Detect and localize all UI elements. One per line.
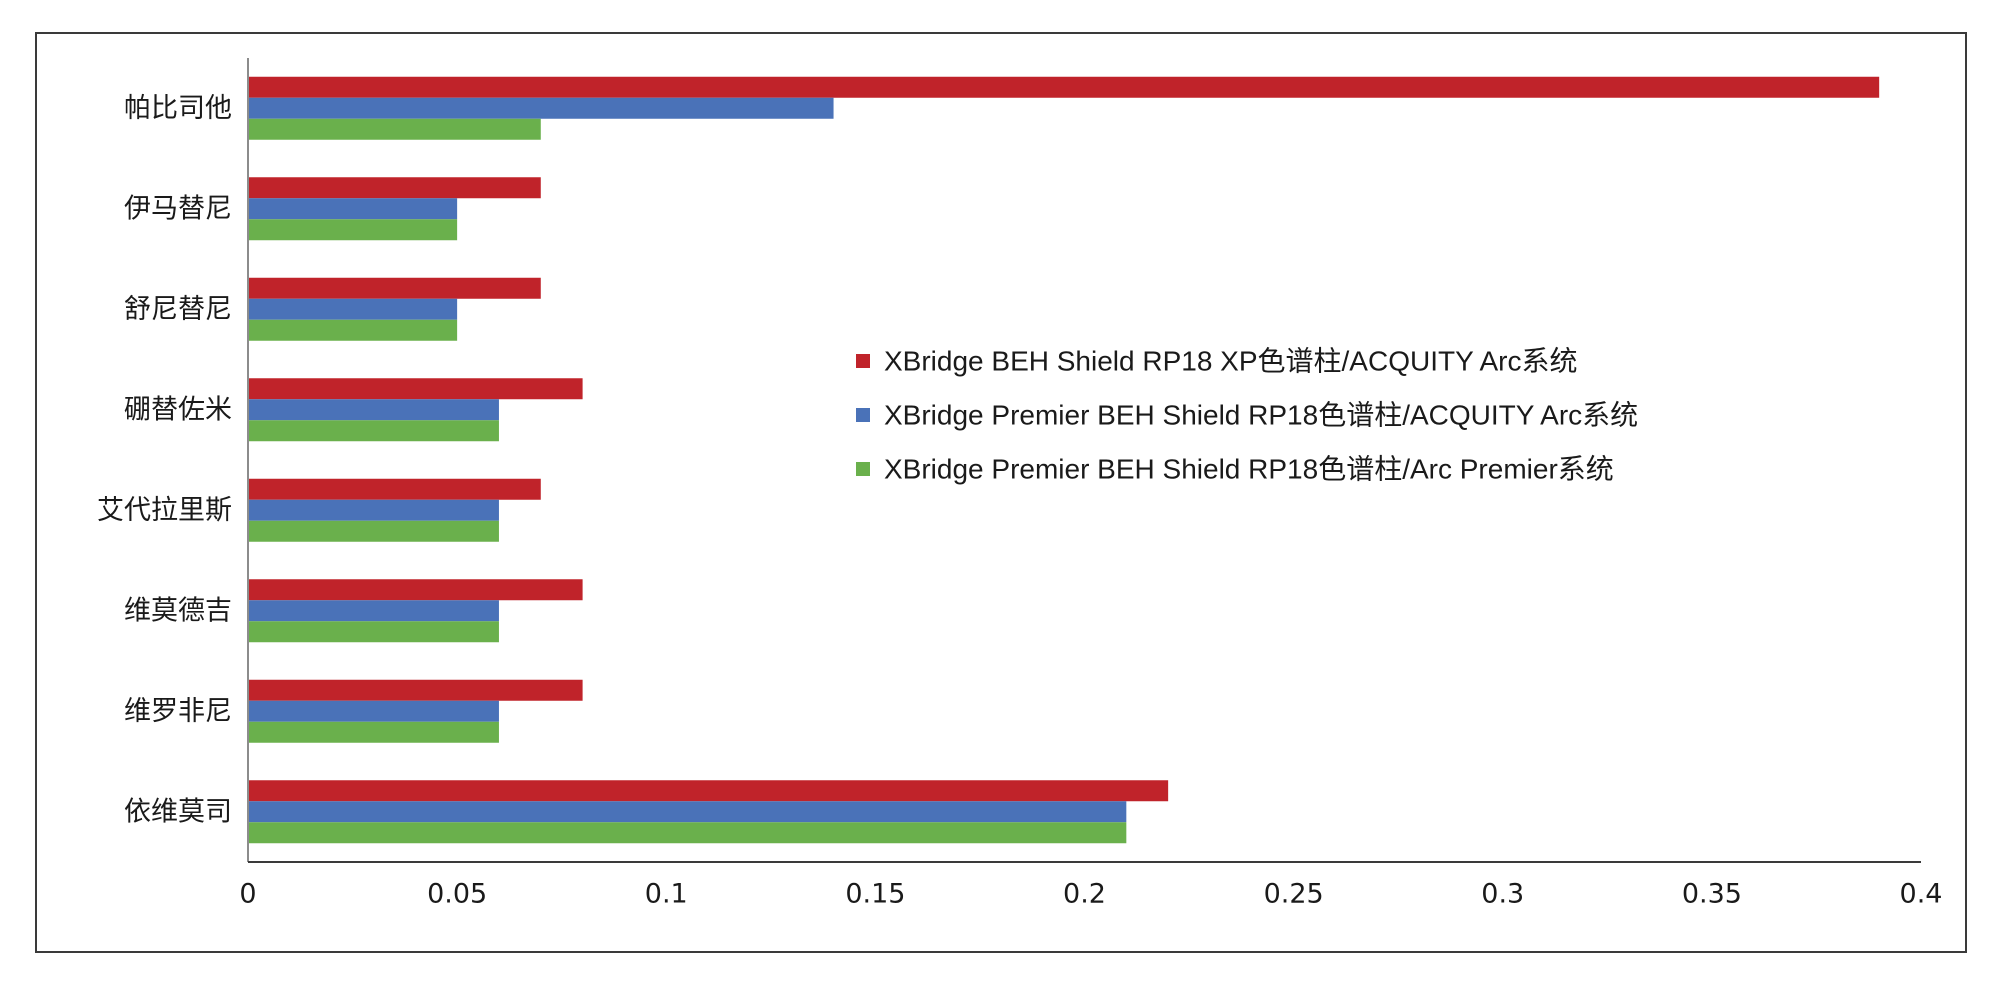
x-tick-label: 0.15 xyxy=(845,879,905,910)
bar-7-series-1 xyxy=(248,679,583,701)
x-tick-label: 0.35 xyxy=(1682,879,1742,910)
bar-6-series-3 xyxy=(248,621,499,643)
x-tick-label: 0 xyxy=(239,879,256,910)
category-label: 艾代拉里斯 xyxy=(97,495,232,526)
legend-swatch-3 xyxy=(856,462,870,476)
legend-label-2: XBridge Premier BEH Shield RP18色谱柱/ACQUI… xyxy=(884,400,1638,431)
bar-6-series-1 xyxy=(248,579,583,601)
legend-swatch-1 xyxy=(856,354,870,368)
bar-2-series-1 xyxy=(248,177,541,199)
bar-5-series-3 xyxy=(248,520,499,542)
bar-4-series-1 xyxy=(248,378,583,400)
category-label: 舒尼替尼 xyxy=(124,294,232,325)
category-label: 维莫德吉 xyxy=(124,595,232,626)
bar-1-series-3 xyxy=(248,118,541,140)
bar-1-series-1 xyxy=(248,76,1880,98)
x-tick-label: 0.05 xyxy=(427,879,487,910)
bar-2-series-3 xyxy=(248,219,458,241)
bar-8-series-3 xyxy=(248,822,1127,844)
x-tick-label: 0.25 xyxy=(1264,879,1324,910)
bar-4-series-2 xyxy=(248,399,499,421)
category-label: 维罗非尼 xyxy=(124,696,232,727)
x-tick-label: 0.3 xyxy=(1481,879,1524,910)
bar-7-series-3 xyxy=(248,721,499,743)
legend-swatch-2 xyxy=(856,408,870,422)
category-label: 依维莫司 xyxy=(124,796,232,827)
bar-8-series-1 xyxy=(248,780,1169,802)
category-label: 硼替佐米 xyxy=(124,394,232,425)
bar-6-series-2 xyxy=(248,600,499,622)
bar-8-series-2 xyxy=(248,801,1127,823)
x-tick-label: 0.2 xyxy=(1063,879,1106,910)
bar-3-series-3 xyxy=(248,319,458,341)
x-tick-label: 0.4 xyxy=(1900,879,1943,910)
bar-4-series-3 xyxy=(248,420,499,442)
bar-5-series-2 xyxy=(248,499,499,521)
bar-7-series-2 xyxy=(248,700,499,722)
legend-label-3: XBridge Premier BEH Shield RP18色谱柱/Arc P… xyxy=(884,454,1614,485)
x-tick-label: 0.1 xyxy=(645,879,688,910)
bar-1-series-2 xyxy=(248,97,834,119)
bar-3-series-2 xyxy=(248,298,458,320)
bar-5-series-1 xyxy=(248,478,541,500)
legend-label-1: XBridge BEH Shield RP18 XP色谱柱/ACQUITY Ar… xyxy=(884,346,1578,377)
category-label: 伊马替尼 xyxy=(124,193,232,224)
category-label: 帕比司他 xyxy=(124,93,232,124)
bar-2-series-2 xyxy=(248,198,458,220)
bar-3-series-1 xyxy=(248,277,541,299)
